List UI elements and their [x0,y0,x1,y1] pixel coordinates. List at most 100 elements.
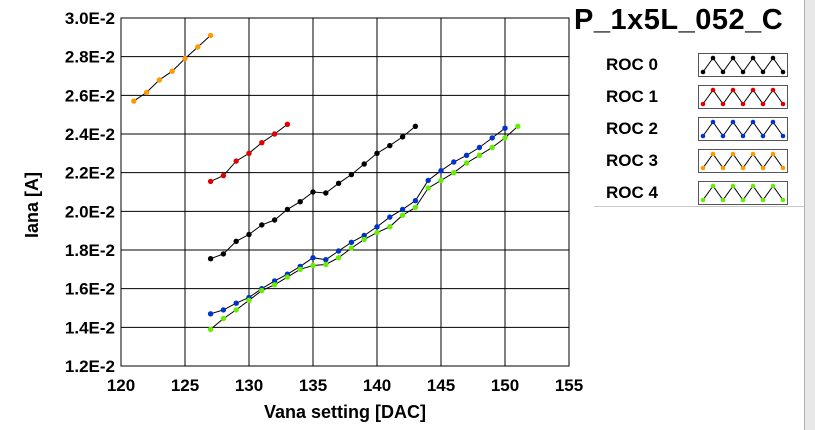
legend-swatch-marker [760,101,766,107]
data-point [374,150,380,156]
data-point [220,172,227,179]
legend-swatch-graphic [700,87,786,107]
legend-swatch-marker [700,165,706,171]
legend-label: ROC 0 [606,55,658,74]
x-tick-label: 150 [491,376,519,395]
data-point [297,266,303,272]
data-point [438,168,444,174]
data-point [412,198,419,204]
x-tick-label: 130 [235,376,263,395]
y-tick-label: 2.2E-2 [65,164,115,183]
grid-lines [120,17,570,367]
data-point [399,206,406,213]
legend-swatch-marker [740,165,746,171]
data-point [284,206,291,213]
data-point [348,245,355,251]
data-point [271,131,278,137]
data-point [374,224,380,230]
legend-label: ROC 3 [606,151,658,170]
legend-swatch-marker [720,69,726,75]
legend-swatch-marker [740,101,746,107]
legend-swatch-marker [720,101,726,107]
legend-swatch-marker [730,151,736,157]
data-point [387,224,393,230]
y-tick-label: 1.2E-2 [65,357,115,376]
legend-swatch [698,53,788,77]
legend-swatch [698,181,788,205]
legend-swatch-marker [750,55,756,61]
data-point [425,177,431,184]
legend-swatch-marker [730,183,736,189]
legend-swatch [698,149,788,173]
data-point [182,55,188,62]
data-point [387,214,393,220]
data-point [387,142,393,149]
data-point [233,307,239,313]
data-point [284,274,291,280]
legend-item-roc-3: ROC 3 [594,144,804,176]
y-tick-label: 2.6E-2 [65,86,115,105]
legend-swatch-marker [710,55,716,61]
legend-swatch-marker [720,197,726,203]
data-point [207,32,214,39]
data-point [502,125,508,131]
legend-swatch-marker [760,69,766,75]
series-roc-3 [131,32,214,104]
legend-swatch-marker [750,119,756,125]
data-point [207,178,214,185]
legend-swatch [698,117,788,141]
legend-swatch-marker [730,119,736,125]
data-point [361,232,367,239]
legend-swatch-marker [710,119,716,125]
legend-swatch-marker [780,69,786,75]
data-point [297,199,303,205]
y-tick-label: 2.0E-2 [65,202,115,221]
x-tick-label: 145 [427,376,455,395]
legend-swatch-marker [740,69,746,75]
data-point [259,287,265,294]
data-point [438,177,444,184]
data-point [207,326,214,332]
data-point [489,135,495,141]
legend-swatch-marker [710,183,716,189]
data-point [246,231,252,238]
y-tick-label: 1.8E-2 [65,241,115,260]
data-point [207,256,214,262]
legend-swatch-marker [700,69,706,75]
window-border [804,0,815,430]
legend-swatch-marker [770,183,776,189]
legend-swatch-marker [770,151,776,157]
data-point [502,135,508,141]
data-point [476,144,483,151]
data-point [310,189,316,195]
data-point [476,152,483,158]
data-point [515,123,521,129]
legend-swatch-marker [760,133,766,139]
legend-swatch-marker [780,165,786,171]
legend-swatch-marker [700,101,706,107]
tick-labels: 120 125 130 135 140 145 150 155 1.2E-2 1.4E-2 1.6E… [65,9,583,395]
data-point [425,185,431,191]
chart-title: P_1x5L_052_C [574,4,784,36]
data-point [348,239,355,245]
data-point [412,123,419,129]
data-point [246,297,252,303]
data-point [451,159,457,165]
y-tick-label: 1.6E-2 [65,280,115,299]
data-point [348,171,355,178]
data-point [335,248,342,254]
data-point [156,77,163,83]
legend-swatch-marker [760,165,766,171]
x-tick-label: 155 [555,376,583,395]
data-point [399,134,406,140]
data-point [271,282,278,288]
data-point [323,261,329,268]
data-point [412,204,419,211]
legend-swatch-marker [780,101,786,107]
data-point [271,217,278,223]
legend-swatch-marker [720,133,726,139]
data-point [233,300,239,306]
series-line [210,127,506,315]
legend-swatch-marker [770,119,776,125]
